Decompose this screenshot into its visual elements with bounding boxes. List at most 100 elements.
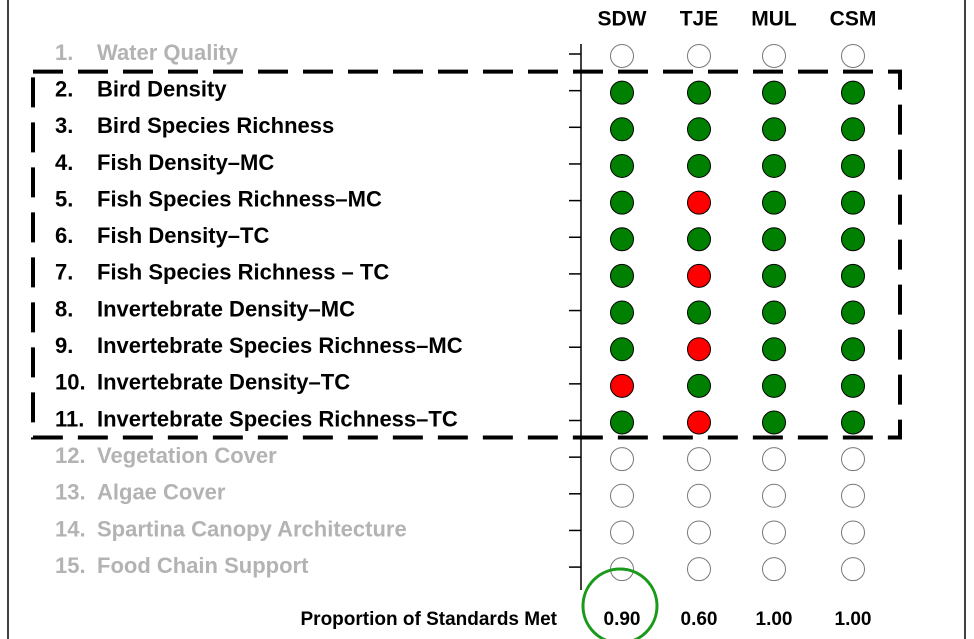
dot xyxy=(762,520,786,545)
row-label: Vegetation Cover xyxy=(97,443,277,468)
row-label: Invertebrate Species Richness–MC xyxy=(97,333,463,358)
dot xyxy=(687,520,711,545)
row-label: Fish Density–MC xyxy=(97,150,274,175)
row-number: 8. xyxy=(55,296,73,321)
dot xyxy=(841,373,865,398)
dot xyxy=(610,447,634,472)
highlight-box xyxy=(31,69,902,440)
dot xyxy=(762,410,786,435)
dot xyxy=(687,80,711,105)
row-number: 13. xyxy=(55,480,86,505)
row-label: Invertebrate Species Richness–TC xyxy=(97,406,458,431)
dot xyxy=(610,227,634,252)
dot xyxy=(687,300,711,325)
dot xyxy=(841,447,865,472)
row-number: 2. xyxy=(55,76,73,101)
dot xyxy=(841,44,865,68)
dot xyxy=(762,117,786,142)
summary-value: 0.90 xyxy=(604,609,641,630)
dot xyxy=(687,44,711,68)
dot xyxy=(610,117,634,142)
dot xyxy=(762,153,786,178)
dot xyxy=(687,373,711,398)
dot xyxy=(610,337,634,362)
dot xyxy=(687,190,711,215)
dot xyxy=(762,447,786,472)
dot xyxy=(687,117,711,142)
dot xyxy=(687,227,711,252)
dot xyxy=(841,483,865,508)
dot xyxy=(841,227,865,252)
column-header: CSM xyxy=(830,8,877,31)
dot xyxy=(841,300,865,325)
row-label: Fish Species Richness–MC xyxy=(97,186,382,211)
row-number: 4. xyxy=(55,150,73,175)
dot xyxy=(841,263,865,288)
dot xyxy=(841,117,865,142)
dot xyxy=(687,153,711,178)
dot xyxy=(610,300,634,325)
summary-value: 1.00 xyxy=(835,609,872,630)
dot xyxy=(687,410,711,435)
dot xyxy=(687,447,711,472)
dot xyxy=(610,190,634,215)
dot xyxy=(762,263,786,288)
row-label: Invertebrate Density–TC xyxy=(97,370,350,395)
row-label: Fish Density–TC xyxy=(97,223,269,248)
row-label: Fish Species Richness – TC xyxy=(97,260,389,285)
circled-highlight xyxy=(581,567,659,639)
dot xyxy=(610,80,634,105)
dot xyxy=(762,190,786,215)
dot xyxy=(610,153,634,178)
summary-value: 1.00 xyxy=(756,609,793,630)
dot xyxy=(687,483,711,508)
dot xyxy=(687,337,711,362)
column-header: MUL xyxy=(751,8,797,31)
row-number: 12. xyxy=(55,443,86,468)
dot xyxy=(841,80,865,105)
dot xyxy=(610,44,634,68)
dot xyxy=(762,80,786,105)
dot xyxy=(687,263,711,288)
row-number: 3. xyxy=(55,113,73,138)
row-number: 7. xyxy=(55,260,73,285)
dot xyxy=(762,337,786,362)
row-label: Water Quality xyxy=(97,40,239,65)
dot xyxy=(610,483,634,508)
dot xyxy=(762,44,786,68)
row-number: 9. xyxy=(55,333,73,358)
row-number: 10. xyxy=(55,370,86,395)
dot xyxy=(841,520,865,545)
row-label: Invertebrate Density–MC xyxy=(97,296,355,321)
dot xyxy=(762,557,786,582)
row-label: Spartina Canopy Architecture xyxy=(97,516,407,541)
row-number: 1. xyxy=(55,40,73,65)
dot xyxy=(841,557,865,582)
dot xyxy=(841,410,865,435)
row-label: Bird Species Richness xyxy=(97,113,334,138)
column-header: TJE xyxy=(680,8,719,31)
summary-value: 0.60 xyxy=(681,609,718,630)
dot xyxy=(610,520,634,545)
row-number: 5. xyxy=(55,186,73,211)
dot xyxy=(841,190,865,215)
row-label: Bird Density xyxy=(97,76,227,101)
dot xyxy=(841,337,865,362)
column-header: SDW xyxy=(598,8,647,31)
row-number: 15. xyxy=(55,553,86,578)
summary-label: Proportion of Standards Met xyxy=(301,609,558,630)
dot xyxy=(687,557,711,582)
row-number: 11. xyxy=(55,406,84,431)
row-number: 6. xyxy=(55,223,73,248)
dot xyxy=(762,300,786,325)
dot xyxy=(610,373,634,398)
dot xyxy=(610,410,634,435)
row-label: Food Chain Support xyxy=(97,553,309,578)
row-number: 14. xyxy=(55,516,86,541)
dot xyxy=(762,373,786,398)
dot xyxy=(610,263,634,288)
dot xyxy=(762,483,786,508)
dot xyxy=(762,227,786,252)
row-label: Algae Cover xyxy=(97,480,226,505)
